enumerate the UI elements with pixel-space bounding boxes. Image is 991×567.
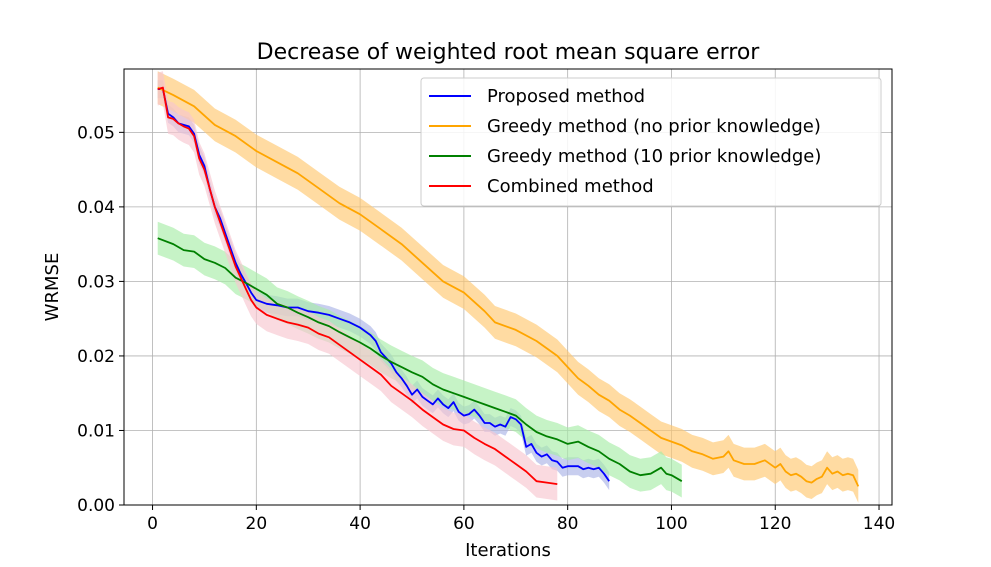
chart-title: Decrease of weighted root mean square er… bbox=[257, 40, 761, 65]
x-tick-label: 60 bbox=[453, 514, 475, 534]
x-tick-label: 40 bbox=[349, 514, 371, 534]
plot-frame bbox=[123, 68, 893, 506]
series-line-2 bbox=[157, 237, 683, 482]
series-line-3 bbox=[157, 86, 558, 485]
legend-label-0: Proposed method bbox=[487, 86, 645, 107]
legend-label-3: Combined method bbox=[487, 176, 654, 197]
x-axis-ticks: 0 20 40 60 80 100 120 140 bbox=[147, 505, 895, 534]
x-tick-label: 120 bbox=[759, 514, 791, 534]
y-tick-label: 0.01 bbox=[77, 421, 115, 441]
x-tick-label: 140 bbox=[863, 514, 895, 534]
series-band-3 bbox=[157, 71, 558, 501]
series-band-2 bbox=[157, 221, 682, 498]
series-line-1 bbox=[157, 86, 860, 487]
y-tick-label: 0.02 bbox=[77, 347, 115, 367]
x-tick-label: 0 bbox=[147, 514, 158, 534]
legend-box bbox=[420, 77, 882, 207]
series-lines bbox=[157, 86, 860, 487]
x-axis-title: Iterations bbox=[465, 540, 551, 561]
series-band-1 bbox=[157, 71, 859, 503]
y-axis-title: WRMSE bbox=[42, 253, 63, 322]
legend-label-2: Greedy method (10 prior knowledge) bbox=[487, 146, 821, 167]
y-tick-label: 0.04 bbox=[77, 198, 115, 218]
x-tick-label: 80 bbox=[557, 514, 579, 534]
y-axis-ticks: 0.00 0.01 0.02 0.03 0.04 0.05 bbox=[77, 123, 124, 516]
y-tick-label: 0.00 bbox=[77, 496, 115, 516]
y-tick-label: 0.05 bbox=[77, 123, 115, 143]
series-line-0 bbox=[157, 88, 610, 482]
x-tick-label: 20 bbox=[246, 514, 268, 534]
legend-label-1: Greedy method (no prior knowledge) bbox=[487, 116, 821, 137]
y-tick-label: 0.03 bbox=[77, 272, 115, 292]
legend: Proposed method Greedy method (no prior k… bbox=[420, 77, 882, 207]
x-tick-label: 100 bbox=[655, 514, 687, 534]
